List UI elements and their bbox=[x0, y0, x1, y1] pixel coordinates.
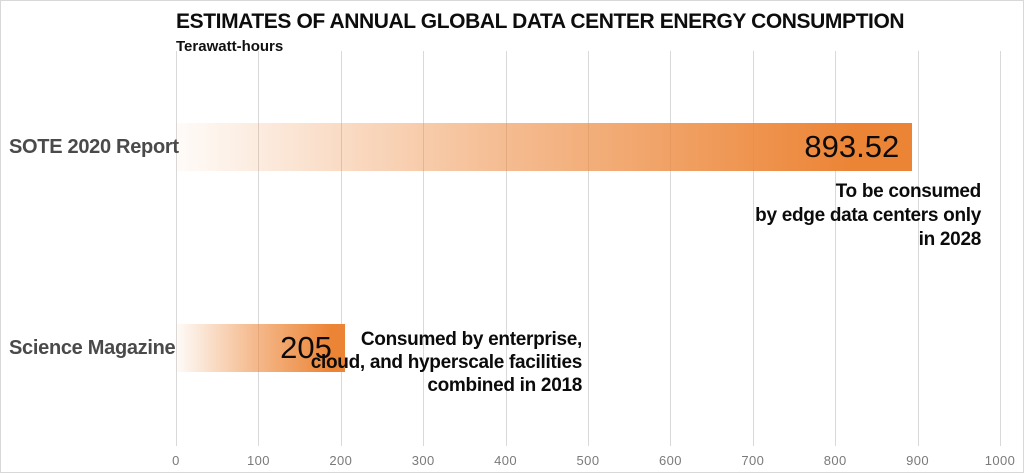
gridline bbox=[423, 51, 425, 446]
x-tick-label: 600 bbox=[658, 453, 682, 468]
x-tick-label: 200 bbox=[329, 453, 353, 468]
x-tick-label: 500 bbox=[576, 453, 600, 468]
annotation-line: Consumed by enterprise, bbox=[360, 329, 582, 350]
x-tick-label: 1000 bbox=[984, 453, 1016, 468]
x-tick-label: 700 bbox=[741, 453, 765, 468]
annotation-line: combined in 2018 bbox=[427, 375, 582, 396]
gridline bbox=[1000, 51, 1001, 446]
annotation-line: by edge data centers only bbox=[755, 205, 981, 226]
x-tick-label: 100 bbox=[246, 453, 270, 468]
x-tick-label: 400 bbox=[494, 453, 518, 468]
chart-subtitle: Terawatt-hours bbox=[176, 38, 284, 55]
x-tick-label: 300 bbox=[411, 453, 435, 468]
x-tick-label: 0 bbox=[172, 453, 180, 468]
x-tick-label: 900 bbox=[906, 453, 930, 468]
bar-value-label: 205 bbox=[280, 330, 332, 365]
chart-title: ESTIMATES OF ANNUAL GLOBAL DATA CENTER E… bbox=[176, 10, 905, 33]
annotation-science-magazine: Consumed by enterprise, cloud, and hyper… bbox=[310, 328, 583, 397]
x-tick-label: 800 bbox=[823, 453, 847, 468]
gridline bbox=[258, 51, 260, 446]
gridline bbox=[176, 51, 177, 446]
gridline bbox=[588, 51, 589, 446]
gridline bbox=[835, 51, 837, 446]
bar-value-label: 893.52 bbox=[804, 129, 900, 164]
annotation-line: To be consumed bbox=[835, 181, 982, 202]
plot-area: 893.52 205 0 100 200 300 400 500 600 700 800 900 1… bbox=[172, 51, 1015, 468]
bar-science-magazine: 205 bbox=[176, 324, 345, 372]
annotation-sote-2020-report: To be consumed by edge data centers only… bbox=[755, 180, 981, 252]
gridline bbox=[340, 51, 342, 446]
category-label-science-magazine: Science Magazine bbox=[9, 337, 176, 359]
gridline bbox=[670, 51, 672, 446]
gridline bbox=[505, 51, 507, 446]
gridline bbox=[752, 51, 754, 446]
annotation-line: cloud, and hyperscale facilities bbox=[310, 352, 583, 373]
category-label-sote-2020-report: SOTE 2020 Report bbox=[9, 136, 179, 158]
bar-sote-2020-report: 893.52 bbox=[176, 123, 913, 171]
gridline bbox=[917, 51, 919, 446]
annotation-line: in 2028 bbox=[918, 229, 982, 250]
